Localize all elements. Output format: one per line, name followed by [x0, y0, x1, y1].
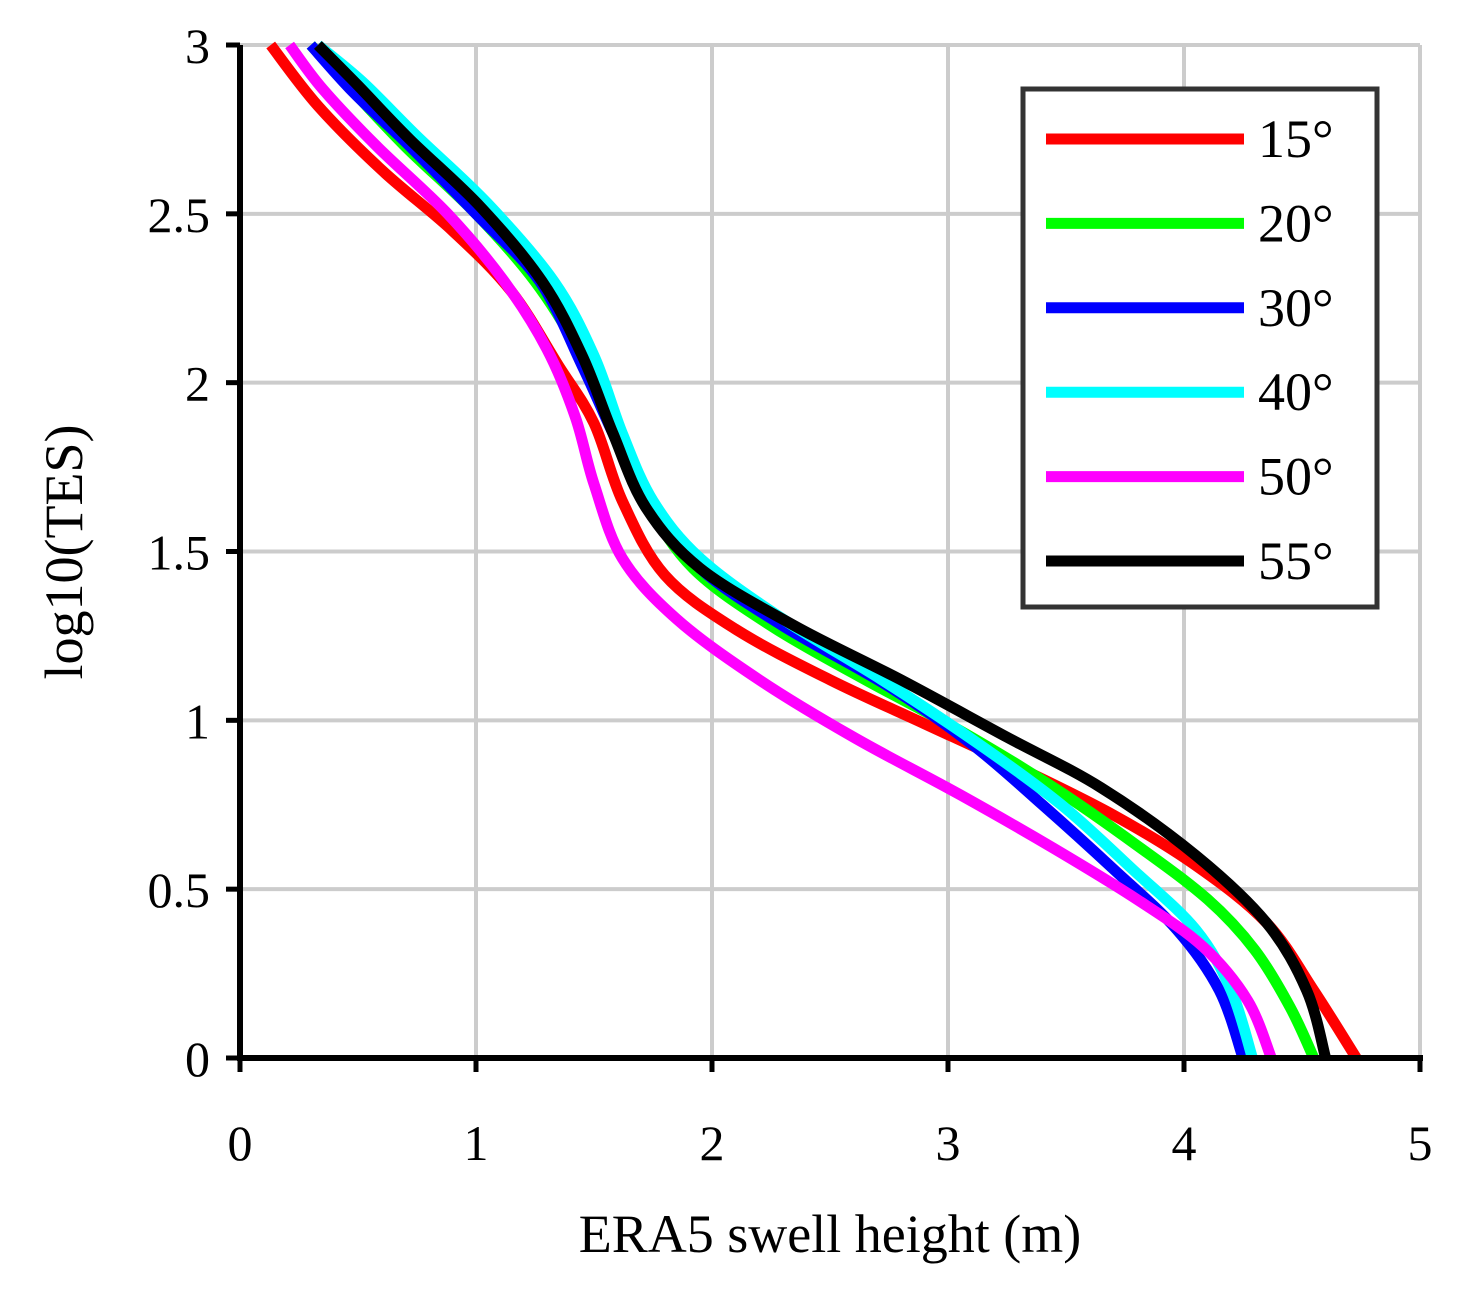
legend-label: 30°	[1258, 278, 1334, 338]
series-line-15deg	[266, 41, 1361, 1061]
axes	[226, 42, 1423, 1072]
tick-labels: 0 1 2 3 4 5 0 0.5 1 1.5 2 2.5 3	[148, 18, 1433, 1171]
y-tick-label: 2	[185, 356, 210, 412]
x-tick-label: 4	[1172, 1115, 1197, 1171]
y-tick-label: 3	[185, 18, 210, 74]
legend-box	[1020, 86, 1380, 610]
y-tick-label: 0	[185, 1031, 210, 1087]
y-tick-label: 2.5	[148, 187, 211, 243]
x-tick-label: 0	[228, 1115, 253, 1171]
legend-label: 50°	[1258, 447, 1334, 507]
y-tick-label: 0.5	[148, 862, 211, 918]
series-lines	[266, 40, 1361, 1061]
legend: 15° 20° 30° 40° 50° 55°	[1020, 86, 1380, 610]
series-line-55deg	[313, 41, 1331, 1060]
y-tick-label: 1.5	[148, 525, 211, 581]
x-axis-title: ERA5 swell height (m)	[579, 1204, 1081, 1264]
x-tick-label: 1	[464, 1115, 489, 1171]
x-tick-label: 3	[936, 1115, 961, 1171]
x-tick-label: 2	[700, 1115, 725, 1171]
legend-label: 40°	[1258, 362, 1334, 422]
series-line-50deg	[285, 41, 1277, 1061]
legend-label: 20°	[1258, 193, 1334, 253]
y-axis-title: log10(TES)	[34, 425, 94, 680]
y-tick-label: 1	[185, 693, 210, 749]
x-tick-label: 5	[1408, 1115, 1433, 1171]
series-line-40deg	[314, 40, 1258, 1060]
legend-label: 15°	[1258, 109, 1334, 169]
legend-label: 55°	[1258, 531, 1334, 591]
